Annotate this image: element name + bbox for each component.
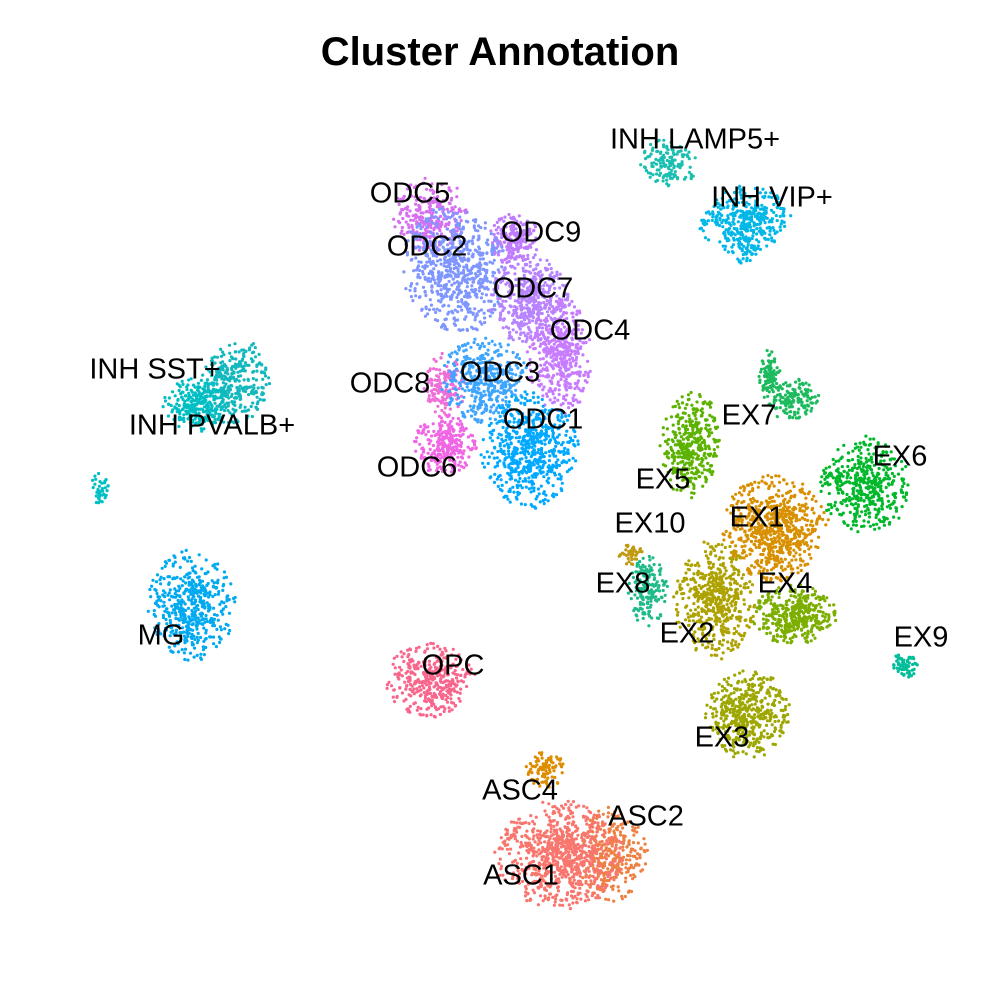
cluster-points-inh-pvalb: [91, 377, 227, 505]
cluster-points-ex5: [658, 390, 721, 500]
cluster-label-odc3: ODC3: [460, 357, 541, 389]
cluster-points-inh-vip: [698, 184, 793, 265]
cluster-label-ex10: EX10: [615, 508, 686, 540]
cluster-points-ex3: [703, 669, 791, 759]
cluster-label-odc9: ODC9: [501, 217, 582, 249]
cluster-label-ex2: EX2: [660, 618, 715, 650]
points-layer: [91, 138, 919, 911]
cluster-points-odc2: [402, 207, 507, 332]
cluster-points-ex9: [892, 653, 919, 679]
cluster-label-odc4: ODC4: [550, 315, 631, 347]
cluster-points-ex10: [617, 543, 644, 567]
cluster-label-mg: MG: [138, 620, 185, 652]
cluster-label-ex7: EX7: [722, 400, 777, 432]
cluster-label-inh-sst: INH SST+: [89, 354, 220, 386]
cluster-label-asc4: ASC4: [482, 775, 558, 807]
cluster-points-ex7: [757, 349, 821, 420]
cluster-label-ex6: EX6: [873, 441, 928, 473]
cluster-points-asc4: [524, 751, 565, 789]
cluster-label-odc5: ODC5: [370, 178, 451, 210]
cluster-label-ex5: EX5: [636, 464, 691, 496]
cluster-points-ex4: [751, 583, 838, 645]
cluster-points-ex1: [721, 473, 830, 583]
cluster-points-inh-lamp5: [639, 138, 697, 188]
cluster-points-inh-sst: [201, 342, 272, 429]
cluster-label-inh-pvalb: INH PVALB+: [129, 410, 295, 442]
cluster-points-mg: [146, 548, 237, 662]
cluster-label-odc6: ODC6: [377, 452, 458, 484]
cluster-label-odc1: ODC1: [503, 404, 584, 436]
cluster-label-inh-lamp5: INH LAMP5+: [610, 124, 780, 156]
cluster-points-ex6: [819, 434, 910, 534]
cluster-label-odc7: ODC7: [493, 273, 574, 305]
cluster-label-ex4: EX4: [758, 568, 813, 600]
cluster-label-odc2: ODC2: [387, 231, 468, 263]
cluster-label-ex9: EX9: [894, 622, 949, 654]
cluster-label-ex1: EX1: [730, 502, 785, 534]
cluster-label-ex8: EX8: [596, 568, 651, 600]
cluster-points-odc3: [440, 336, 528, 424]
cluster-points-opc: [385, 641, 477, 719]
cluster-points-odc9: [489, 212, 539, 269]
cluster-points-ex2: [672, 540, 757, 661]
cluster-label-ex3: EX3: [695, 722, 750, 754]
cluster-label-odc8: ODC8: [350, 368, 431, 400]
cluster-points-ex8: [626, 554, 669, 628]
cluster-points-odc4: [525, 295, 592, 416]
cluster-label-asc2: ASC2: [608, 801, 684, 833]
cluster-points-asc1: [493, 799, 625, 911]
cluster-points-odc6: [413, 413, 478, 474]
labels-layer: INH LAMP5+ INH VIP+ ODC5 ODC9 ODC2 ODC7 ODC4 IN…: [89, 124, 948, 892]
cluster-label-inh-vip: INH VIP+: [711, 182, 833, 214]
cluster-label-asc1: ASC1: [483, 860, 559, 892]
cluster-points-odc1: [479, 390, 580, 510]
cluster-label-opc: OPC: [422, 650, 485, 682]
chart-title: Cluster Annotation: [320, 30, 680, 74]
